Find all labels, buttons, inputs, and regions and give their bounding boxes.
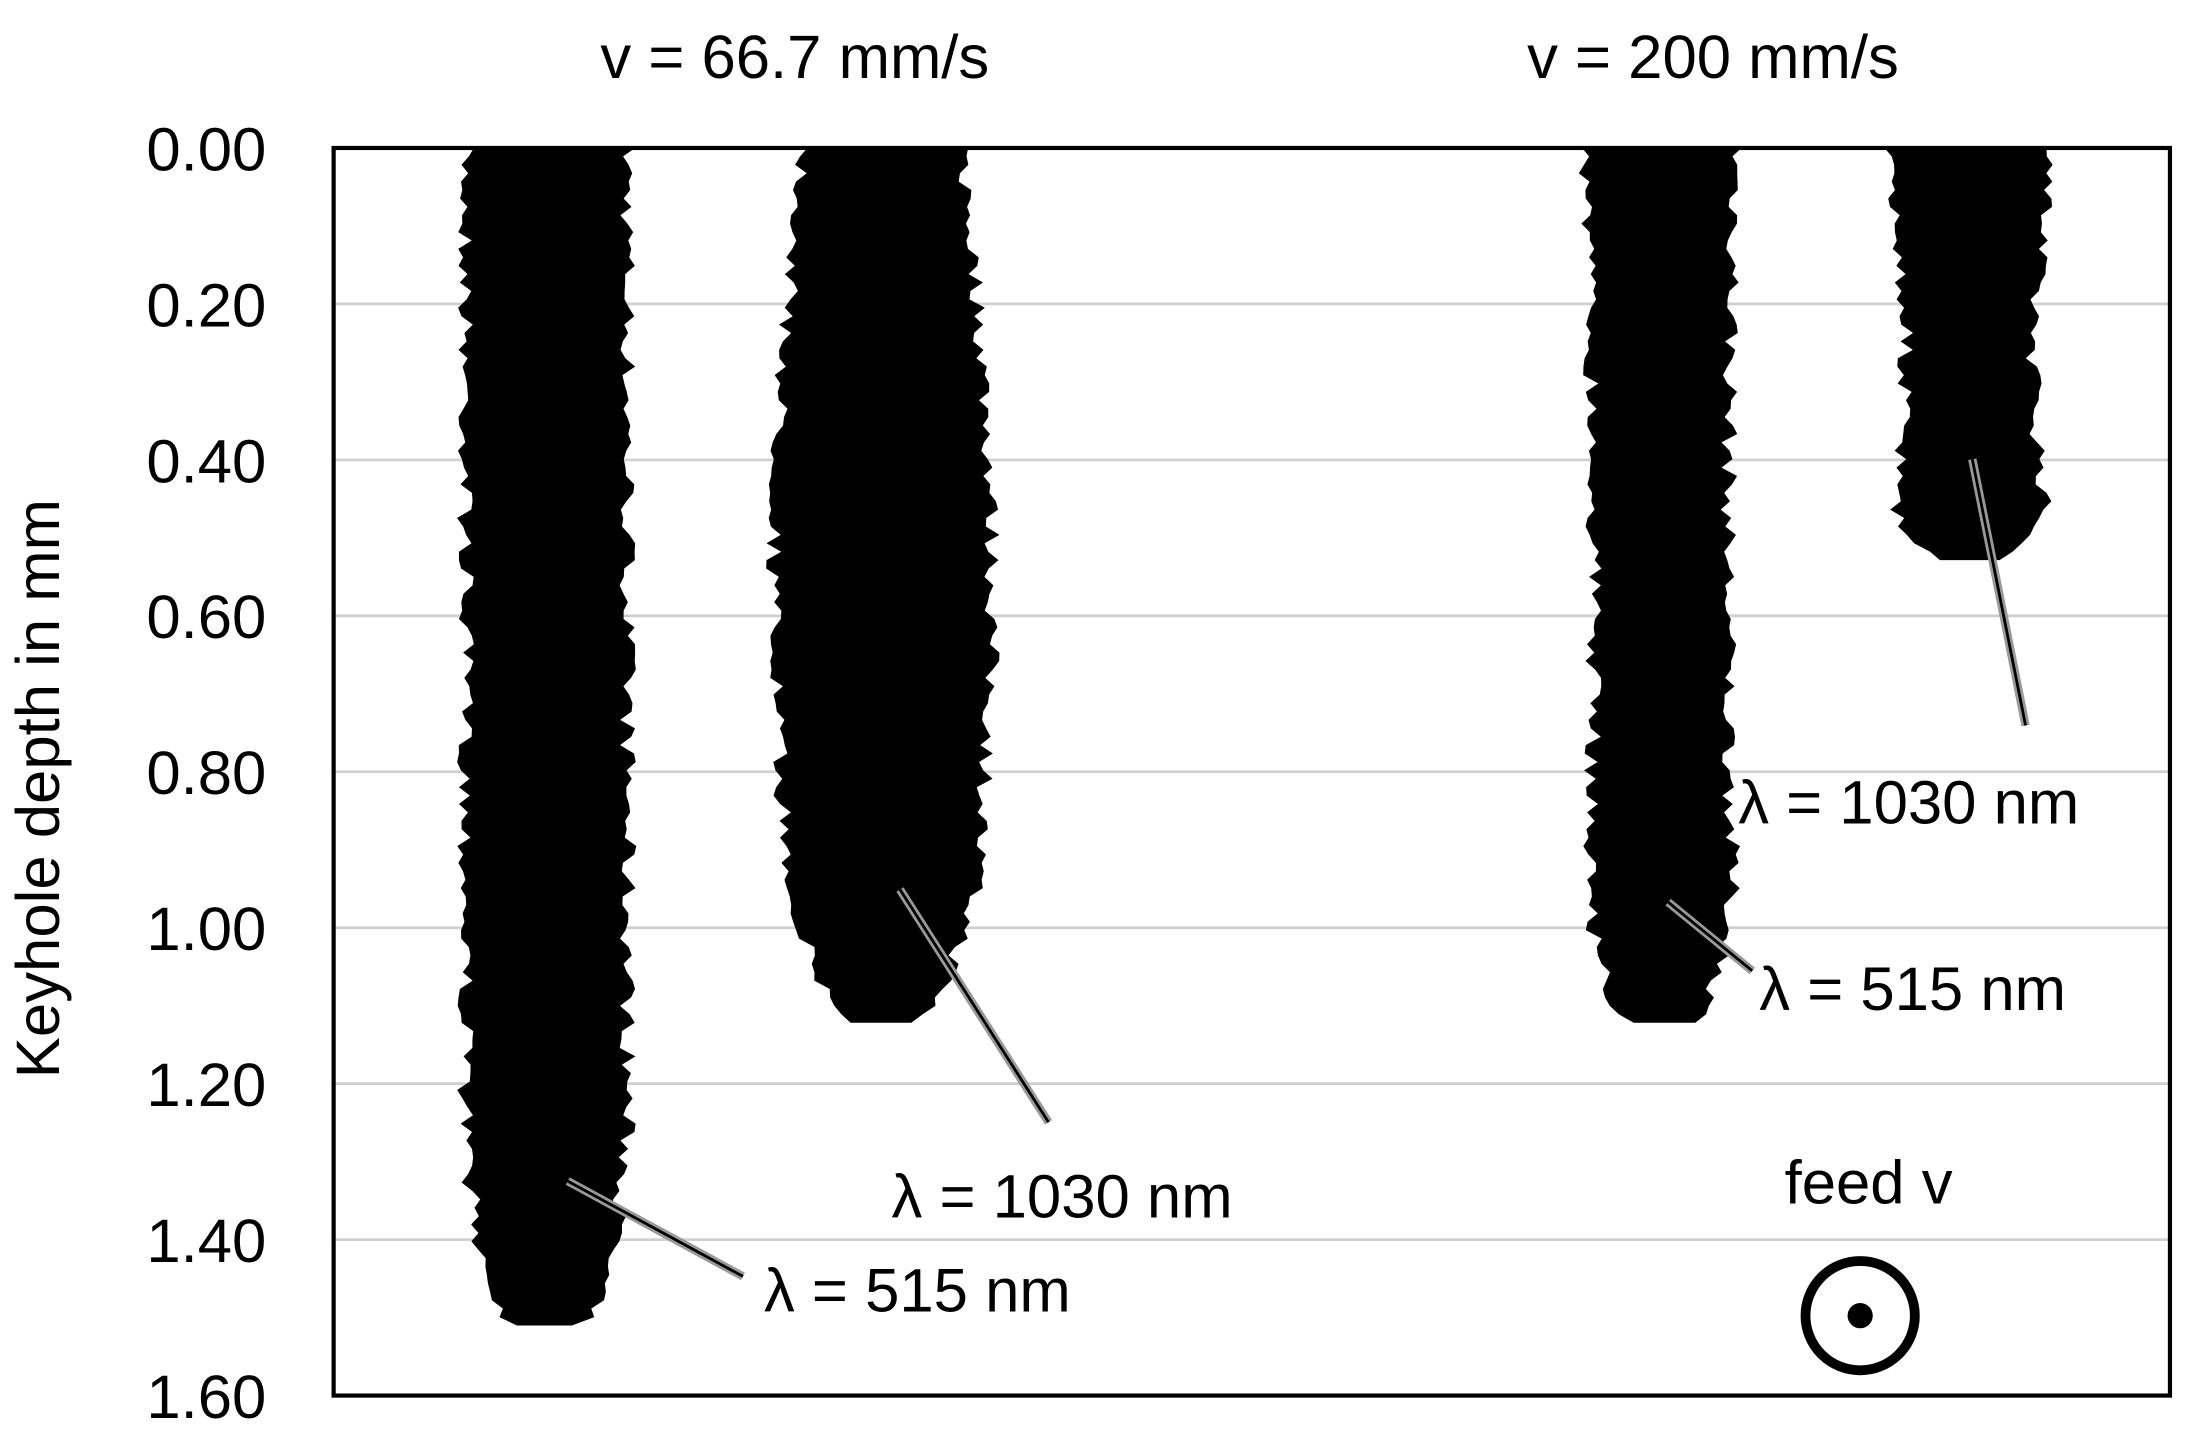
- y-tick-label: 0.20: [146, 271, 266, 340]
- y-tick-label: 1.60: [146, 1363, 266, 1432]
- leader-line: [898, 888, 1050, 1123]
- keyhole-label: λ = 515 nm: [764, 1256, 1071, 1325]
- y-tick-label: 1.00: [146, 895, 266, 964]
- feed-symbol: [1800, 1256, 1920, 1376]
- leader-line: [567, 1179, 744, 1278]
- keyhole: [1884, 147, 2053, 561]
- y-tick-label: 0.80: [146, 739, 266, 808]
- y-tick-label: 0.60: [146, 583, 266, 652]
- annotation: feed v: [1785, 1149, 1953, 1218]
- keyhole: [456, 147, 637, 1326]
- y-tick-label: 0.40: [146, 427, 266, 496]
- keyhole-label: λ = 1030 nm: [1738, 769, 2079, 838]
- panel-title: v = 200 mm/s: [1527, 23, 1899, 92]
- keyhole: [766, 147, 1000, 1023]
- keyhole-label: λ = 1030 nm: [892, 1163, 1233, 1232]
- y-tick-label: 1.20: [146, 1051, 266, 1120]
- feed-dot: [1847, 1303, 1873, 1329]
- panel-title: v = 66.7 mm/s: [600, 23, 989, 92]
- keyhole-label: λ = 515 nm: [1759, 955, 2066, 1024]
- leader-line: [1970, 458, 2027, 726]
- plot-frame: [331, 145, 2173, 1398]
- y-axis-label: Keyhole depth in mm: [4, 499, 73, 1078]
- y-tick-label: 0.00: [146, 115, 266, 184]
- keyhole: [1578, 147, 1742, 1023]
- y-tick-label: 1.40: [146, 1207, 266, 1276]
- leader-line: [1667, 901, 1754, 972]
